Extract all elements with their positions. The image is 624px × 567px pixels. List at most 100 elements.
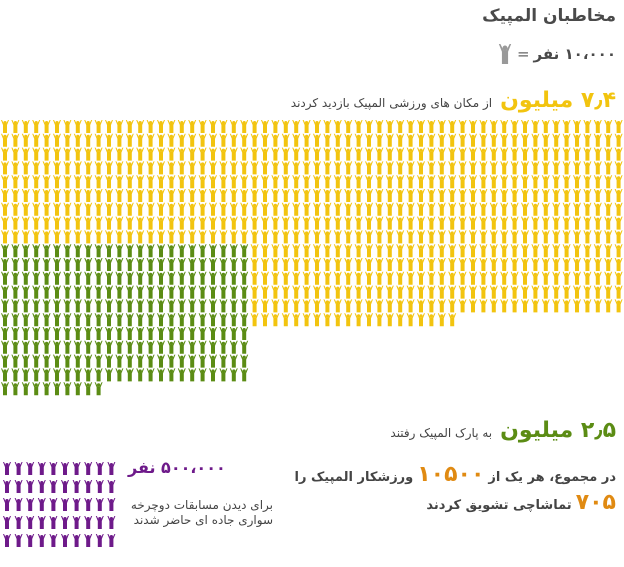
venue-visitor-icon — [344, 189, 353, 202]
park-stat: ۲٫۵ میلیون به پارک المپیک رفتند — [390, 418, 616, 443]
venue-visitor-icon — [84, 189, 93, 202]
park-visitor-icon — [53, 258, 61, 271]
venue-visitor-icon — [333, 216, 342, 230]
venue-visitor-icon — [292, 244, 301, 258]
park-visitor-icon — [115, 327, 124, 340]
venue-visitor-icon — [354, 133, 363, 147]
venue-visitor-icon — [604, 230, 613, 244]
park-visitor-icon — [105, 299, 113, 313]
venue-visitor-icon — [344, 285, 353, 299]
park-visitor-icon — [84, 285, 93, 299]
park-visitor-icon — [84, 271, 93, 285]
venue-visitor-icon — [344, 175, 353, 189]
road-race-spectator-icon — [72, 534, 81, 547]
park-visitor-icon — [198, 244, 207, 258]
venue-visitor-icon — [541, 285, 550, 299]
venue-visitor-icon — [437, 258, 446, 271]
park-visitor-icon — [73, 299, 82, 313]
venue-visitor-icon — [593, 161, 602, 175]
venue-visitor-icon — [53, 133, 61, 147]
park-visitor-icon — [42, 327, 51, 340]
venue-visitor-icon — [437, 299, 446, 313]
venue-visitor-icon — [593, 189, 602, 202]
road-race-spectator-icon — [95, 498, 104, 511]
venue-visitor-icon — [344, 271, 353, 285]
venue-visitor-icon — [614, 271, 623, 285]
park-visitor-icon — [188, 299, 197, 313]
park-visitor-icon — [136, 299, 145, 313]
venue-visitor-icon — [73, 216, 82, 230]
park-visitor-icon — [73, 354, 82, 368]
park-visitor-icon — [125, 258, 134, 271]
road-race-spectator-icon — [61, 480, 69, 493]
road-race-spectator-icon — [37, 462, 46, 475]
park-visitor-icon — [146, 244, 155, 258]
venue-visitor-icon — [614, 175, 623, 189]
venue-visitor-icon — [219, 230, 228, 244]
venue-visitor-icon — [593, 216, 602, 230]
venue-visitor-icon — [385, 313, 394, 327]
venue-visitor-icon — [32, 147, 41, 161]
venue-visitor-icon — [531, 133, 540, 147]
venue-visitor-icon — [604, 299, 613, 313]
venue-visitor-icon — [125, 189, 134, 202]
park-visitor-icon — [94, 368, 103, 382]
venue-visitor-icon — [53, 147, 61, 161]
venue-visitor-icon — [479, 161, 488, 175]
venue-visitor-icon — [32, 175, 41, 189]
venue-visitor-icon — [573, 147, 581, 161]
venue-visitor-icon — [240, 133, 249, 147]
venue-visitor-icon — [427, 216, 436, 230]
venue-visitor-icon — [573, 258, 581, 271]
venue-visitor-icon — [1, 202, 9, 216]
venue-visitor-icon — [500, 175, 509, 189]
park-visitor-icon — [94, 382, 103, 396]
park-visitor-icon — [105, 313, 113, 327]
venue-visitor-icon — [531, 258, 540, 271]
venue-visitor-icon — [354, 258, 363, 271]
venue-visitor-icon — [219, 147, 228, 161]
venue-visitor-icon — [292, 189, 301, 202]
venue-visitor-icon — [188, 161, 197, 175]
venue-visitor-icon — [552, 258, 561, 271]
venue-visitor-icon — [417, 299, 425, 313]
venue-visitor-icon — [552, 120, 561, 133]
venue-visitor-icon — [333, 147, 342, 161]
total-line-1: در مجموع، هر یک از ۱۰۵۰۰ ورزشکار المپیک … — [295, 462, 616, 487]
park-visitor-icon — [94, 285, 103, 299]
visited-stat: ۷٫۴ میلیون از مکان های ورزشی المپیک بازد… — [291, 88, 616, 113]
venue-visitor-icon — [385, 133, 394, 147]
venue-visitor-icon — [437, 271, 446, 285]
venue-visitor-icon — [250, 133, 259, 147]
park-visitor-icon — [11, 285, 20, 299]
venue-visitor-icon — [240, 216, 249, 230]
venue-visitor-icon — [177, 133, 186, 147]
park-visitor-icon — [1, 299, 9, 313]
venue-visitor-icon — [510, 133, 519, 147]
venue-visitor-icon — [552, 299, 561, 313]
venue-visitor-icon — [614, 244, 623, 258]
venue-visitor-icon — [479, 258, 488, 271]
venue-visitor-icon — [333, 313, 342, 327]
venue-visitor-icon — [354, 161, 363, 175]
venue-visitor-icon — [510, 216, 519, 230]
venue-visitor-icon — [604, 285, 613, 299]
venue-visitor-icon — [385, 147, 394, 161]
venue-visitor-icon — [396, 285, 405, 299]
venue-visitor-icon — [229, 230, 238, 244]
park-visitor-icon — [94, 327, 103, 340]
venue-visitor-icon — [1, 189, 9, 202]
venue-visitor-icon — [209, 120, 217, 133]
park-visitor-icon — [53, 313, 61, 327]
venue-visitor-icon — [354, 189, 363, 202]
venue-visitor-icon — [479, 216, 488, 230]
venue-visitor-icon — [604, 244, 613, 258]
venue-visitor-icon — [313, 271, 321, 285]
venue-visitor-icon — [552, 147, 561, 161]
park-visitor-icon — [198, 368, 207, 382]
park-visitor-icon — [177, 258, 186, 271]
venue-visitor-icon — [240, 147, 249, 161]
venue-visitor-icon — [354, 313, 363, 327]
venue-visitor-icon — [427, 133, 436, 147]
venue-visitor-icon — [375, 133, 384, 147]
